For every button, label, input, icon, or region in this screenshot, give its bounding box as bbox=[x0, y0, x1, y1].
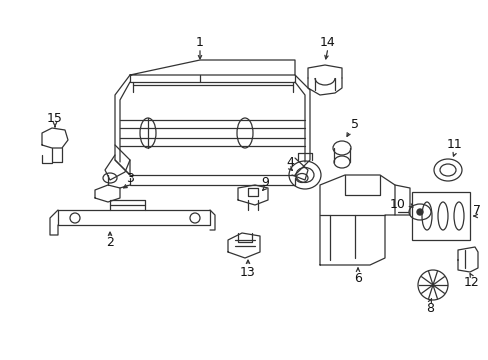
Text: 15: 15 bbox=[47, 112, 63, 125]
Text: 13: 13 bbox=[240, 266, 255, 279]
Text: 11: 11 bbox=[446, 139, 462, 152]
Circle shape bbox=[416, 209, 422, 215]
Text: 8: 8 bbox=[425, 302, 433, 315]
Text: 12: 12 bbox=[463, 275, 479, 288]
Text: 1: 1 bbox=[196, 36, 203, 49]
Bar bbox=[411, 192, 469, 240]
Text: 4: 4 bbox=[285, 156, 293, 168]
Text: 5: 5 bbox=[350, 118, 358, 131]
Text: 7: 7 bbox=[472, 203, 480, 216]
Text: 6: 6 bbox=[353, 271, 361, 284]
Text: 10: 10 bbox=[389, 198, 405, 211]
Text: 14: 14 bbox=[320, 36, 335, 49]
Text: 9: 9 bbox=[261, 175, 268, 189]
Text: 2: 2 bbox=[106, 237, 114, 249]
Text: 3: 3 bbox=[126, 171, 134, 184]
